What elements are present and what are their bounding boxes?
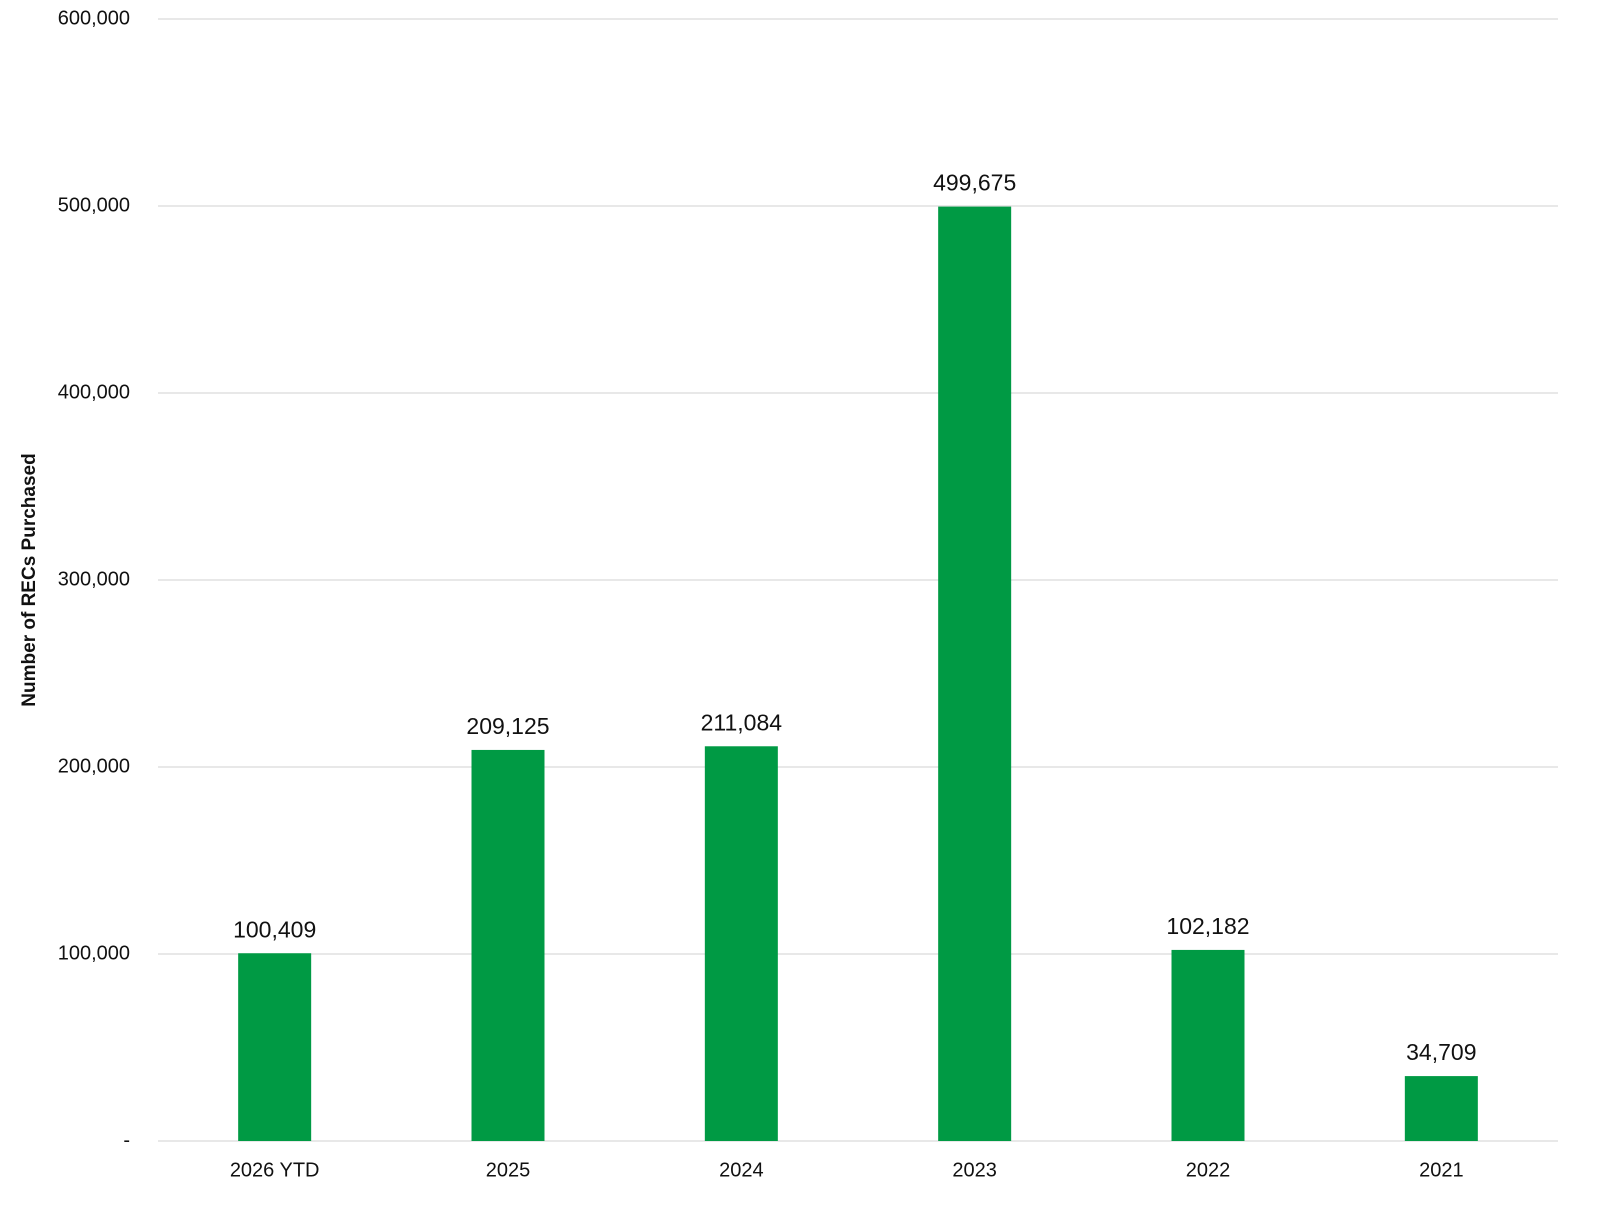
x-tick-label: 2021 — [1419, 1159, 1464, 1181]
y-tick-label: 300,000 — [58, 568, 130, 590]
y-tick-label: 400,000 — [58, 381, 130, 403]
x-tick-label: 2024 — [719, 1159, 764, 1181]
x-tick-label: 2025 — [486, 1159, 531, 1181]
x-tick-label: 2022 — [1186, 1159, 1231, 1181]
bar — [1404, 1076, 1478, 1141]
x-tick-label: 2026 YTD — [230, 1159, 320, 1181]
data-label: 499,675 — [933, 170, 1016, 196]
y-axis-label: Number of RECs Purchased — [19, 453, 40, 706]
y-tick-label: 200,000 — [58, 755, 130, 777]
data-label: 34,709 — [1406, 1039, 1476, 1065]
y-tick-label: - — [123, 1129, 130, 1151]
data-label: 211,084 — [701, 709, 783, 735]
data-label: 209,125 — [466, 713, 549, 739]
bar — [704, 746, 778, 1141]
y-tick-label: 500,000 — [58, 194, 130, 216]
data-label: 100,409 — [233, 916, 316, 942]
bar — [238, 953, 312, 1141]
y-tick-label: 100,000 — [58, 942, 130, 964]
bar — [471, 749, 545, 1141]
y-tick-label: 600,000 — [58, 7, 130, 29]
data-label: 102,182 — [1166, 913, 1249, 939]
x-tick-label: 2023 — [952, 1159, 997, 1181]
bar — [1171, 949, 1245, 1141]
bar — [938, 206, 1012, 1141]
